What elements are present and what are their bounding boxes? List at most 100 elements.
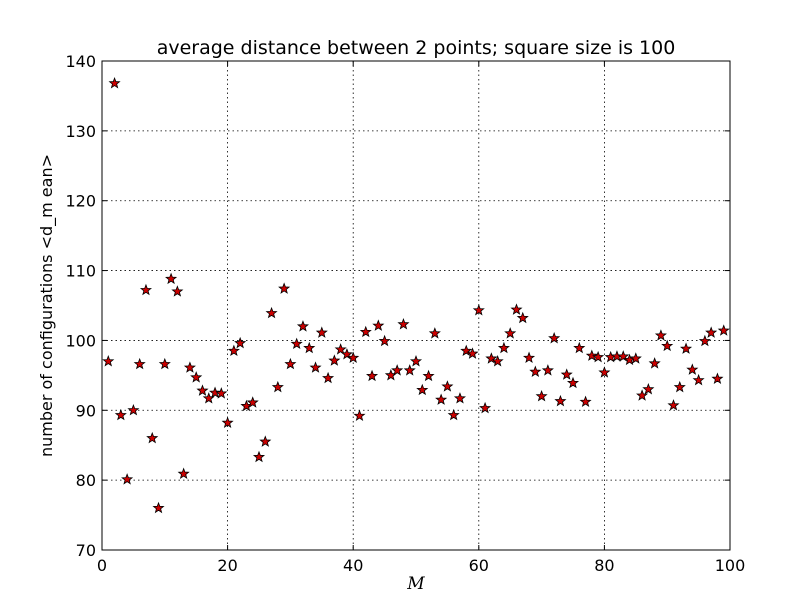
data-point	[661, 339, 674, 352]
data-point	[466, 347, 479, 359]
x-tick-label: 100	[715, 556, 746, 575]
data-point	[497, 341, 510, 354]
data-point	[391, 364, 404, 376]
data-point	[322, 371, 335, 384]
data-point	[127, 403, 140, 416]
x-tick-label: 0	[97, 556, 107, 575]
data-point	[309, 361, 322, 373]
data-point	[428, 327, 441, 339]
data-point	[259, 435, 272, 447]
data-point	[447, 408, 460, 421]
data-point	[227, 344, 240, 357]
data-point	[453, 392, 466, 404]
data-point	[177, 467, 190, 479]
data-point	[435, 393, 448, 405]
data-point	[648, 357, 661, 369]
data-point	[152, 501, 165, 514]
data-point	[566, 376, 580, 389]
data-point	[686, 363, 699, 375]
axis-ticks: 0 20 40 60 80 100 70 80 90 100 110 120 130 140	[65, 52, 745, 575]
data-point	[296, 320, 309, 332]
data-point	[158, 357, 171, 370]
y-tick-label: 100	[65, 331, 96, 350]
data-point	[209, 386, 222, 398]
data-point	[548, 331, 561, 344]
data-point	[221, 416, 234, 428]
data-point	[196, 384, 209, 396]
data-point	[278, 282, 291, 294]
y-tick-label: 80	[76, 471, 96, 490]
data-point	[579, 395, 592, 408]
x-tick-label: 80	[594, 556, 614, 575]
data-point	[541, 364, 554, 376]
data-point	[472, 304, 485, 316]
data-point	[529, 365, 542, 377]
data-point	[146, 431, 159, 444]
data-point	[409, 355, 423, 367]
data-point	[617, 350, 630, 362]
data-point	[711, 372, 724, 384]
data-point	[680, 342, 693, 354]
data-point	[573, 341, 586, 354]
y-tick-label: 120	[65, 192, 96, 211]
data-point	[171, 285, 184, 297]
data-point	[491, 355, 504, 367]
data-point	[366, 369, 379, 382]
data-point	[560, 368, 573, 380]
data-point	[422, 369, 435, 382]
data-point	[535, 389, 548, 402]
y-tick-label: 70	[76, 541, 96, 560]
data-point	[303, 341, 316, 354]
data-point	[246, 396, 259, 408]
data-point	[717, 324, 730, 336]
data-point	[654, 329, 667, 341]
data-point	[585, 349, 598, 361]
data-point	[340, 348, 353, 360]
data-point	[215, 387, 228, 399]
data-point	[403, 364, 416, 376]
data-point	[102, 355, 115, 367]
data-point	[460, 344, 473, 357]
data-point	[328, 354, 341, 366]
data-point	[284, 357, 297, 370]
data-point	[347, 351, 360, 364]
data-points	[102, 77, 730, 514]
data-point	[667, 399, 680, 411]
y-tick-label: 110	[65, 262, 96, 281]
data-point	[692, 373, 705, 386]
data-point	[378, 334, 391, 347]
data-point	[510, 303, 523, 315]
data-point	[290, 337, 303, 350]
data-point	[598, 366, 611, 378]
data-point	[234, 336, 247, 349]
data-point	[114, 408, 127, 421]
data-point	[642, 382, 655, 395]
data-point	[190, 371, 203, 383]
data-point	[441, 380, 454, 392]
data-point	[479, 401, 492, 414]
data-point	[315, 326, 328, 338]
data-point	[252, 450, 266, 463]
data-point	[183, 361, 196, 373]
data-point	[592, 350, 605, 363]
data-point	[334, 343, 347, 355]
data-point	[372, 319, 385, 331]
x-tick-label: 60	[469, 556, 489, 575]
data-point	[108, 77, 121, 89]
data-point	[359, 325, 372, 338]
data-point	[705, 326, 718, 338]
data-point	[353, 409, 366, 421]
data-point	[416, 383, 429, 396]
grid	[101, 60, 731, 551]
data-point	[504, 327, 517, 339]
data-point	[265, 306, 278, 319]
data-point	[523, 351, 536, 364]
y-tick-label: 140	[65, 52, 96, 71]
y-axis-label: number of configurations <d_m ean>	[37, 154, 57, 457]
plot-frame	[101, 60, 731, 551]
data-point	[121, 473, 134, 485]
x-axis-label: M	[406, 574, 425, 594]
data-point	[636, 389, 649, 401]
data-point	[629, 352, 642, 364]
